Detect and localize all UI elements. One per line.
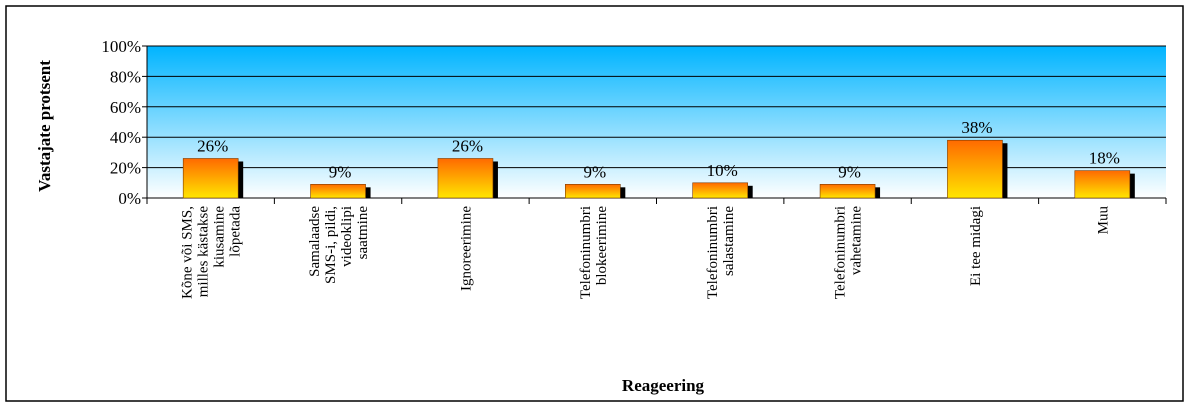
bar [565,184,621,199]
y-tick-label: 40% [110,128,141,147]
category-label-line: milles kästakse [196,206,212,298]
y-axis-label: Vastajate protsent [35,60,54,192]
category-label-line: kiusamine [212,206,228,268]
x-axis-label: Reageering [622,376,705,395]
data-label: 9% [583,162,606,181]
category-label: SamalaadseSMS-i, pildi,videoklipisaatmin… [307,206,371,284]
category-label-line: Telefoninumbri [705,206,721,299]
category-label-line: SMS-i, pildi, [323,206,339,284]
plot-area [147,46,1166,198]
y-tick-label: 20% [110,159,141,178]
data-label: 38% [961,118,992,137]
category-label: Telefoninumbrisalastamine [705,206,737,299]
data-label: 26% [197,136,228,155]
category-label-line: Samalaadse [307,206,323,277]
bar [437,158,494,199]
category-label: Ignoreerimine [458,206,474,291]
y-tick-label: 0% [118,189,141,208]
category-label-line: Ignoreerimine [458,206,474,291]
bar [947,139,1003,199]
category-label-line: Telefoninumbri [833,206,849,299]
category-label: Telefoninumbriblokeerimine [578,206,610,299]
bar [310,184,366,199]
category-label: Muu [1095,206,1111,235]
bar [692,182,748,199]
data-label: 9% [329,162,352,181]
category-label-line: Ei tee midagi [968,206,984,286]
bar [819,184,876,199]
category-label-line: videoklipi [339,206,355,267]
data-label: 26% [452,136,483,155]
category-label: Telefoninumbrivahetamine [833,206,865,299]
category-label-line: lõpetada [228,206,244,257]
bar [182,158,239,199]
data-label: 9% [838,162,861,181]
category-label-line: blokeerimine [594,206,610,285]
category-label-line: saatmine [355,206,371,260]
category-label-line: vahetamine [849,206,865,275]
y-tick-label: 100% [101,37,141,56]
data-label: 10% [707,161,738,180]
category-label-line: Telefoninumbri [578,206,594,299]
y-tick-label: 80% [110,67,141,86]
y-tick-label: 60% [110,98,141,117]
bar [1074,170,1131,199]
category-label-line: salastamine [721,206,737,276]
category-label: Kõne või SMS,milles kästaksekiusaminelõp… [180,206,244,299]
category-label-line: Muu [1095,206,1111,235]
category-label-line: Kõne või SMS, [180,206,196,299]
category-label: Ei tee midagi [968,206,984,286]
data-label: 18% [1089,149,1120,168]
